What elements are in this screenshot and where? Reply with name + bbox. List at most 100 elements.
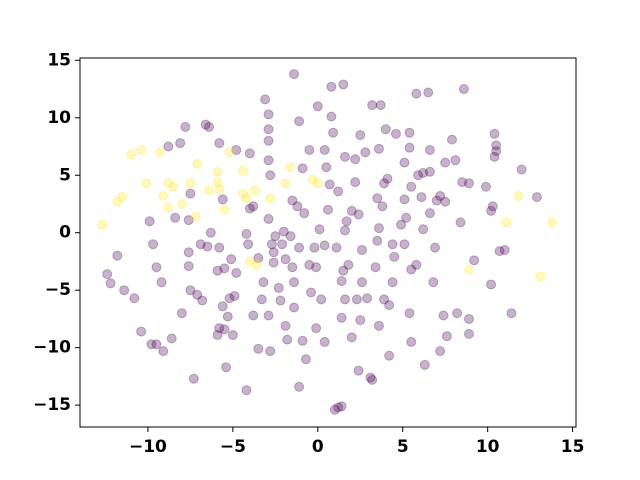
point [268,247,279,258]
point [158,346,169,357]
point [379,294,390,305]
point [197,295,208,306]
point [428,277,439,288]
point [384,300,395,311]
point [253,343,264,354]
point [170,212,181,223]
point [387,239,398,250]
x-tick-label: −5 [220,437,246,457]
point [307,174,318,185]
point [185,285,196,296]
point [146,339,157,350]
point [489,151,500,162]
x-tick-label: 10 [476,437,500,457]
point [486,205,497,216]
plot-area [80,58,576,427]
point [304,144,315,155]
point [214,242,225,253]
point [373,143,384,154]
point [404,308,415,319]
point [333,186,344,197]
point [314,224,325,235]
point [424,144,435,155]
point [424,208,435,219]
point [278,226,289,237]
point [486,279,497,290]
point [168,181,179,192]
point [329,404,340,415]
point [248,201,259,212]
point [292,201,303,212]
point [263,310,274,321]
point [418,167,429,178]
point [458,84,469,95]
point [226,254,237,265]
point [183,261,194,272]
point [200,119,211,130]
point [404,142,415,153]
point [452,308,463,319]
point [339,225,350,236]
point [338,265,349,276]
point [494,246,505,257]
point [319,144,330,155]
y-tick-label: −10 [33,338,71,358]
point [105,278,116,289]
point [251,259,262,270]
point [406,264,417,275]
point [339,151,350,162]
point [423,87,434,98]
point [277,239,288,250]
point [244,203,255,214]
point [457,177,468,188]
point [275,295,286,306]
point [136,326,147,337]
point [336,401,347,412]
point [435,346,446,357]
point [309,242,320,253]
point [183,247,194,258]
point [263,135,274,146]
point [231,144,242,155]
point [265,193,276,204]
point [238,165,249,176]
point [219,204,230,215]
point [346,205,357,216]
point [154,147,165,158]
point [384,350,395,361]
point [413,170,424,181]
point [339,294,350,305]
point [188,373,199,384]
point [367,374,378,385]
point [204,185,215,196]
point [419,359,430,370]
point [343,259,354,270]
point [418,224,429,235]
point [244,256,255,267]
point [450,155,461,166]
point [346,332,357,343]
point [430,242,441,253]
point [263,109,274,120]
point [280,178,291,189]
point [336,276,347,287]
point [411,259,422,270]
point [289,302,300,313]
point [244,148,255,159]
point [356,244,367,255]
point [151,262,162,273]
point [183,215,194,226]
point [287,262,298,273]
point [311,262,322,273]
point [389,251,400,262]
point [411,88,422,99]
point [367,100,378,111]
y-tick-label: 15 [47,50,71,70]
point [506,308,517,319]
point [350,154,361,165]
point [176,198,187,209]
point [312,178,323,189]
point [294,116,305,127]
point [353,209,364,220]
y-tick-label: 0 [59,223,71,243]
